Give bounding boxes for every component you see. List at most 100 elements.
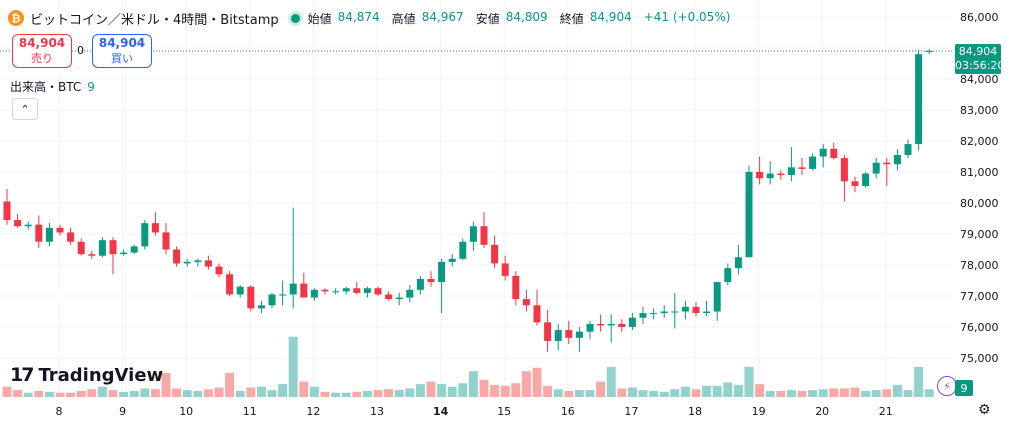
candle	[374, 286, 382, 296]
volume-bar	[744, 366, 754, 397]
candle-body	[120, 252, 128, 255]
sell-button[interactable]: 84,904 売り	[12, 34, 72, 68]
grid	[0, 0, 952, 397]
candle	[130, 244, 138, 255]
candle-body	[681, 306, 689, 312]
candle-body	[257, 305, 265, 309]
candle	[544, 309, 552, 352]
candle	[342, 286, 350, 295]
time-tick-label: 13	[370, 405, 384, 418]
candle	[3, 189, 11, 225]
volume-indicator-legend[interactable]: 出来高・BTC 9	[10, 78, 95, 95]
low-value: 84,809	[505, 9, 548, 24]
candle-body	[130, 246, 138, 253]
volume-bar	[680, 386, 690, 397]
volume-bar	[670, 389, 680, 397]
candle	[766, 161, 774, 185]
candle-body	[692, 306, 700, 314]
last-price: 84,904	[958, 45, 998, 58]
candle-body	[448, 258, 456, 262]
volume-bar	[13, 390, 23, 397]
candle	[98, 237, 106, 258]
time-tick-label: 12	[306, 405, 320, 418]
candle	[151, 212, 159, 236]
candle	[798, 158, 806, 176]
candle	[247, 285, 255, 312]
candle-body	[151, 223, 159, 233]
candle-body	[247, 286, 255, 309]
volume-bar	[914, 366, 924, 397]
candle-body	[724, 268, 732, 283]
buy-button[interactable]: 84,904 買い	[92, 34, 152, 68]
price-tick-label: 81,000	[960, 166, 999, 179]
spread-value: 0	[77, 44, 84, 57]
open-label: 始値	[307, 11, 332, 26]
candle	[67, 227, 75, 245]
candle-body	[554, 330, 562, 341]
volume-bar	[808, 390, 818, 397]
volume-bar	[341, 392, 351, 397]
volume-bar	[511, 383, 521, 397]
volume-bar	[384, 389, 394, 397]
volume-bar	[500, 385, 510, 397]
volume-bar	[76, 390, 86, 397]
candle	[501, 255, 509, 281]
time-axis: 8 9 10 11 12 13 14 15 16 17 18 19 20 21	[56, 405, 893, 418]
volume-bar	[55, 392, 65, 397]
ohlc-legend: 始値 84,874 高値 84,967 安値 84,809 終値 84,904 +41 …	[308, 10, 737, 27]
candle	[925, 49, 933, 54]
flash-icon[interactable]: ⚡	[937, 376, 957, 396]
volume-bar	[553, 389, 563, 397]
candle-body	[491, 244, 499, 264]
volume-bar	[87, 389, 97, 397]
candle	[809, 153, 817, 171]
volume-bar	[256, 386, 266, 397]
price-tick-label: 86,000	[960, 11, 999, 24]
volume-bar	[150, 389, 160, 397]
candle-body	[226, 274, 234, 295]
candle	[893, 148, 901, 171]
collapse-legend-button[interactable]: ⌃	[12, 98, 38, 120]
candle-body	[98, 240, 106, 256]
candle	[268, 292, 276, 309]
candle-body	[544, 322, 552, 341]
volume-bar	[850, 387, 860, 397]
candle-body	[279, 294, 287, 296]
candle	[279, 280, 287, 306]
candle	[565, 320, 573, 345]
candle	[406, 285, 414, 303]
candle-body	[660, 311, 668, 314]
candle	[289, 207, 297, 309]
time-tick-label: 8	[56, 405, 63, 418]
candle-body	[671, 311, 679, 313]
volume-bar	[352, 391, 362, 397]
volume-bar	[23, 392, 33, 397]
candle-body	[204, 260, 212, 267]
symbol-title[interactable]: ビットコイン／米ドル・4時間・Bitstamp	[30, 12, 279, 28]
candle	[862, 172, 870, 188]
volume-bar	[776, 390, 786, 397]
price-tick-label: 78,000	[960, 259, 999, 272]
volume-bar	[691, 389, 701, 397]
volume-bar	[203, 389, 213, 397]
volume-bar	[532, 367, 542, 397]
close-value: 84,904	[589, 9, 632, 24]
settings-gear-icon[interactable]: ⚙	[978, 402, 991, 418]
volume-bar	[627, 387, 637, 397]
candle	[703, 300, 711, 317]
volume-bar	[34, 390, 44, 397]
candle-body	[501, 263, 509, 276]
candle-body	[787, 167, 795, 176]
price-tick-label: 75,000	[960, 352, 999, 365]
time-tick-label: 11	[243, 405, 257, 418]
buy-label: 買い	[111, 52, 133, 65]
candle	[575, 327, 583, 352]
price-tick-label: 77,000	[960, 290, 999, 303]
candle-body	[342, 288, 350, 292]
volume-bar	[299, 381, 309, 397]
candle-body	[173, 249, 181, 264]
candle	[618, 319, 626, 332]
tradingview-logo[interactable]: 17 TradingView	[10, 364, 163, 386]
candle	[141, 220, 149, 250]
